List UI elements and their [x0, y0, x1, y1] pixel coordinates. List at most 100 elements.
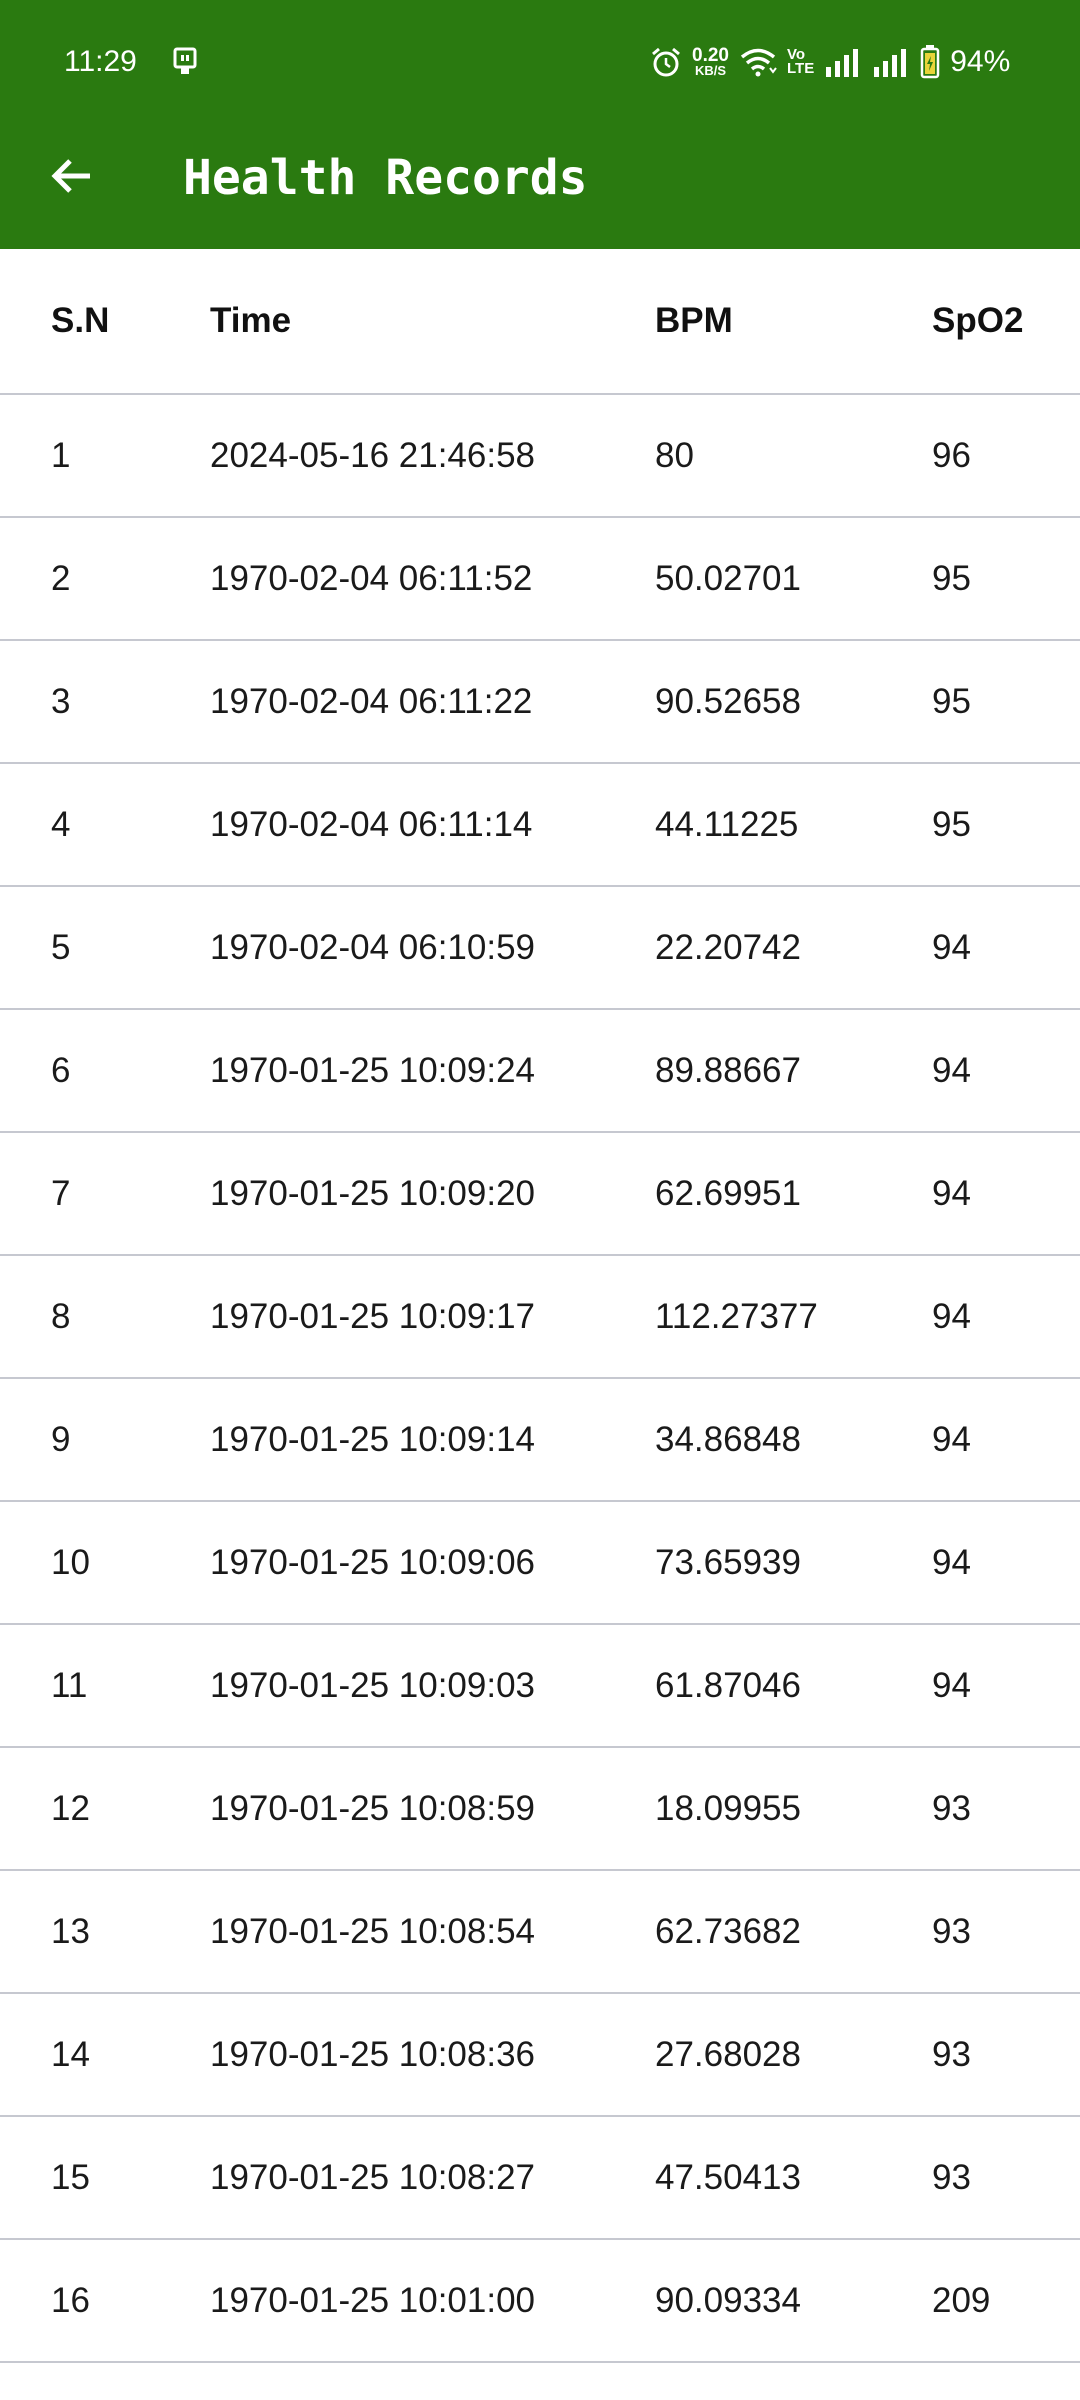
table-header-row: S.N Time BPM SpO2: [0, 249, 1080, 395]
table-row[interactable]: 13 1970-01-25 10:08:54 62.73682 93: [0, 1871, 1080, 1994]
wifi-icon: [740, 48, 777, 77]
column-header-spo2: SpO2: [932, 301, 1024, 340]
volte-top-label: Vo: [786, 46, 806, 63]
table-row[interactable]: 16 1970-01-25 10:01:00 90.09334 209: [0, 2240, 1080, 2363]
cell-time: 1970-01-25 10:08:54: [210, 1911, 535, 1951]
table-row[interactable]: 8 1970-01-25 10:09:17 112.27377 94: [0, 1256, 1080, 1379]
cell-time: 1970-01-25 10:09:20: [210, 1173, 535, 1213]
table-row[interactable]: 7 1970-01-25 10:09:20 62.69951 94: [0, 1133, 1080, 1256]
status-time: 11:29: [64, 45, 137, 78]
cell-spo2: 95: [932, 558, 971, 598]
cell-spo2: 95: [932, 681, 971, 721]
cell-spo2: 94: [932, 1050, 971, 1090]
cell-spo2: 94: [932, 1173, 971, 1213]
page-title: Health Records: [183, 150, 588, 206]
cell-time: 1970-02-04 06:11:14: [210, 804, 533, 844]
table-row[interactable]: 10 1970-01-25 10:09:06 73.65939 94: [0, 1502, 1080, 1625]
cell-spo2: 96: [932, 435, 971, 475]
cell-spo2: 94: [932, 927, 971, 967]
cell-bpm: 62.69951: [655, 1173, 801, 1213]
column-header-sn: S.N: [51, 301, 110, 340]
table-row[interactable]: 3 1970-02-04 06:11:22 90.52658 95: [0, 641, 1080, 764]
cell-bpm: 89.88667: [655, 1050, 801, 1090]
cell-bpm: 90.09334: [655, 2280, 801, 2320]
cell-bpm: 47.50413: [655, 2157, 801, 2197]
table-row[interactable]: 11 1970-01-25 10:09:03 61.87046 94: [0, 1625, 1080, 1748]
volte-bottom-label: LTE: [786, 60, 815, 77]
network-speed-value: 0.20: [692, 45, 729, 66]
cell-time: 2024-05-16 21:46:58: [210, 435, 535, 475]
table-row[interactable]: 4 1970-02-04 06:11:14 44.11225 95: [0, 764, 1080, 887]
cell-spo2: 95: [932, 804, 971, 844]
cell-bpm: 80: [655, 435, 694, 475]
alarm-icon: [652, 47, 680, 77]
cell-time: 1970-02-04 06:10:59: [210, 927, 535, 967]
cell-sn: 3: [51, 681, 71, 721]
cell-sn: 7: [51, 1173, 71, 1213]
table-row[interactable]: 12 1970-01-25 10:08:59 18.09955 93: [0, 1748, 1080, 1871]
cell-time: 1970-01-25 10:08:27: [210, 2157, 535, 2197]
app-bar: 11:29 0.20 KB/S: [0, 0, 1080, 249]
battery-charging-icon: [920, 45, 940, 79]
signal-icon-2: [874, 49, 907, 77]
cell-sn: 16: [51, 2280, 90, 2320]
cell-time: 1970-01-25 10:09:17: [210, 1296, 535, 1336]
status-bar: 11:29 0.20 KB/S: [0, 0, 1080, 124]
table-row[interactable]: 6 1970-01-25 10:09:24 89.88667 94: [0, 1010, 1080, 1133]
status-icons: 0.20 KB/S Vo LTE: [650, 40, 1010, 84]
cell-bpm: 22.20742: [655, 927, 801, 967]
cell-sn: 9: [51, 1419, 71, 1459]
cell-sn: 4: [51, 804, 71, 844]
health-records-table: S.N Time BPM SpO2 1 2024-05-16 21:46:58 80…: [0, 249, 1080, 2363]
cell-bpm: 73.65939: [655, 1542, 801, 1582]
battery-percent: 94%: [950, 45, 1011, 78]
table-row[interactable]: 5 1970-02-04 06:10:59 22.20742 94: [0, 887, 1080, 1010]
column-header-time: Time: [210, 301, 292, 340]
cell-sn: 15: [51, 2157, 90, 2197]
volte-icon: Vo LTE: [786, 46, 815, 77]
cell-spo2: 94: [932, 1665, 971, 1705]
cell-sn: 10: [51, 1542, 90, 1582]
cell-time: 1970-01-25 10:09:14: [210, 1419, 535, 1459]
table-row[interactable]: 14 1970-01-25 10:08:36 27.68028 93: [0, 1994, 1080, 2117]
cell-spo2: 94: [932, 1419, 971, 1459]
cell-bpm: 90.52658: [655, 681, 801, 721]
notification-icon: [173, 47, 197, 74]
cell-sn: 2: [51, 558, 71, 598]
cell-time: 1970-01-25 10:09:03: [210, 1665, 535, 1705]
cell-spo2: 93: [932, 2157, 971, 2197]
cell-time: 1970-01-25 10:08:36: [210, 2034, 535, 2074]
cell-bpm: 62.73682: [655, 1911, 801, 1951]
cell-sn: 12: [51, 1788, 90, 1828]
cell-sn: 5: [51, 927, 71, 967]
cell-time: 1970-01-25 10:09:06: [210, 1542, 535, 1582]
cell-sn: 11: [51, 1665, 88, 1705]
cell-spo2: 93: [932, 1788, 971, 1828]
cell-sn: 14: [51, 2034, 90, 2074]
signal-icon: [826, 49, 859, 77]
cell-bpm: 44.11225: [655, 804, 799, 844]
cell-sn: 1: [51, 435, 71, 475]
column-header-bpm: BPM: [655, 301, 733, 340]
cell-time: 1970-01-25 10:08:59: [210, 1788, 535, 1828]
cell-sn: 8: [51, 1296, 71, 1336]
arrow-back-icon: [51, 159, 90, 193]
cell-spo2: 94: [932, 1542, 971, 1582]
table-row[interactable]: 15 1970-01-25 10:08:27 47.50413 93: [0, 2117, 1080, 2240]
cell-sn: 13: [51, 1911, 90, 1951]
table-row[interactable]: 2 1970-02-04 06:11:52 50.02701 95: [0, 518, 1080, 641]
cell-spo2: 93: [932, 1911, 971, 1951]
table-row[interactable]: 1 2024-05-16 21:46:58 80 96: [0, 395, 1080, 518]
cell-time: 1970-01-25 10:09:24: [210, 1050, 535, 1090]
table-row[interactable]: 9 1970-01-25 10:09:14 34.86848 94: [0, 1379, 1080, 1502]
cell-bpm: 61.87046: [655, 1665, 801, 1705]
cell-sn: 6: [51, 1050, 71, 1090]
cell-time: 1970-01-25 10:01:00: [210, 2280, 535, 2320]
cell-time: 1970-02-04 06:11:52: [210, 558, 533, 598]
back-button[interactable]: [36, 140, 108, 212]
cell-spo2: 93: [932, 2034, 971, 2074]
cell-bpm: 112.27377: [655, 1296, 818, 1336]
table-body: 1 2024-05-16 21:46:58 80 96 2 1970-02-04 06:1…: [0, 395, 1080, 2363]
cell-time: 1970-02-04 06:11:22: [210, 681, 533, 721]
cell-bpm: 27.68028: [655, 2034, 801, 2074]
